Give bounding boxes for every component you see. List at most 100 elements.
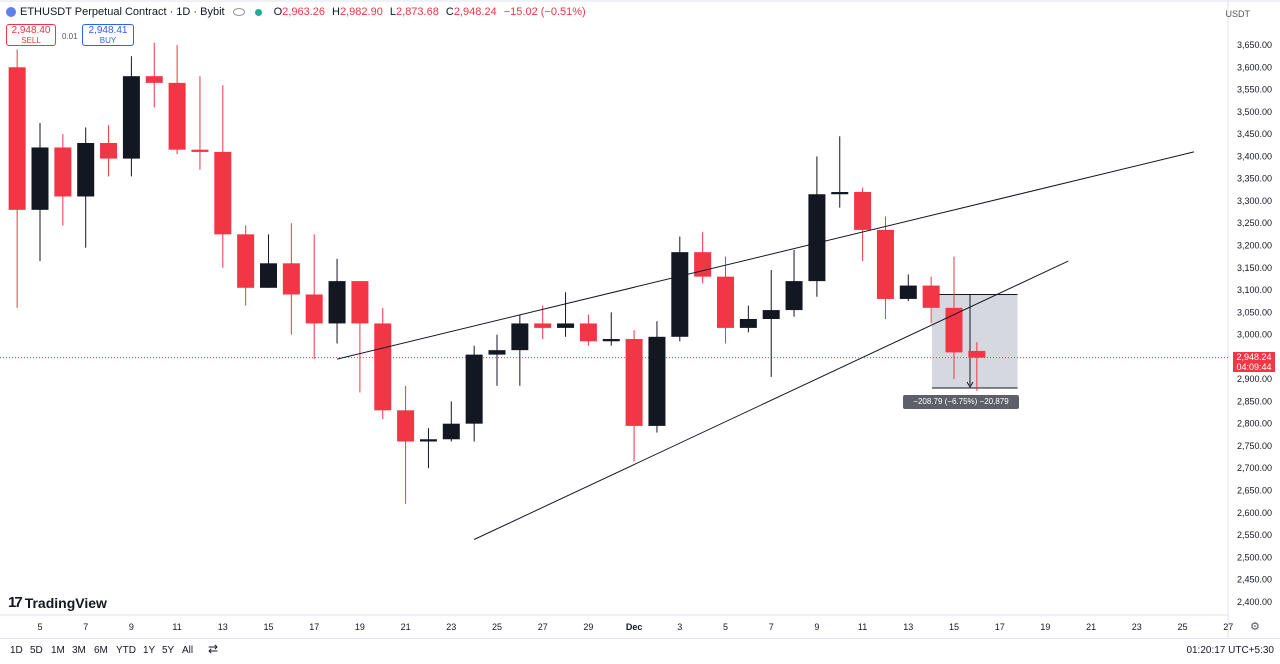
candle-body — [191, 149, 209, 152]
x-tick-label: 19 — [1040, 622, 1050, 632]
x-tick-label: 29 — [583, 622, 593, 632]
y-tick-label: 3,500.00 — [1237, 107, 1272, 117]
x-tick-label: 9 — [129, 622, 134, 632]
trendline — [473, 260, 1069, 540]
candle-body — [122, 76, 140, 159]
clock[interactable]: 01:20:17 UTC+5:30 — [1186, 645, 1274, 656]
x-tick-label: Dec — [626, 622, 643, 632]
settings-gear-icon[interactable]: ⚙ — [1250, 621, 1260, 633]
y-tick-label: 2,850.00 — [1237, 396, 1272, 406]
x-tick-label: 17 — [995, 622, 1005, 632]
x-tick-label: 15 — [949, 622, 959, 632]
x-tick-label: 11 — [858, 622, 867, 632]
x-tick-label: 3 — [677, 622, 682, 632]
y-tick-label: 3,100.00 — [1237, 285, 1272, 295]
measure-label: −208.79 (−6.75%) −20,879 — [903, 395, 1019, 409]
candle-body — [237, 234, 255, 288]
candle-body — [260, 263, 277, 288]
candle-body — [8, 67, 26, 210]
candle-body — [534, 323, 552, 328]
chart-header: ETHUSDT Perpetual Contract · 1D · Bybit … — [6, 6, 586, 18]
candle-body — [625, 339, 643, 426]
candle-body — [374, 323, 392, 411]
range-5y-button[interactable]: 5Y — [162, 645, 175, 656]
candle-body — [145, 76, 163, 83]
range-3m-button[interactable]: 3M — [72, 645, 86, 656]
buy-button[interactable]: 2,948.41 BUY — [82, 24, 134, 46]
market-status-icon — [254, 8, 262, 16]
candle-body — [77, 143, 95, 197]
candle-body — [397, 410, 415, 442]
y-tick-label: 2,750.00 — [1237, 441, 1272, 451]
candle-body — [351, 281, 369, 324]
tradingview-logo[interactable]: 17 TradingView — [8, 594, 107, 611]
candle-body — [694, 252, 712, 277]
x-tick-label: 27 — [1223, 622, 1233, 632]
candle-body — [876, 229, 894, 299]
x-tick-label: 5 — [37, 622, 42, 632]
x-tick-label: 7 — [769, 622, 774, 632]
x-tick-label: 11 — [172, 622, 181, 632]
sell-button[interactable]: 2,948.40 SELL — [6, 24, 56, 46]
x-tick-label: 9 — [814, 622, 819, 632]
y-tick-label: 3,150.00 — [1237, 263, 1272, 273]
y-tick-label: 2,500.00 — [1237, 552, 1272, 562]
range-all-button[interactable]: All — [182, 645, 194, 656]
range-ytd-button[interactable]: YTD — [116, 645, 136, 656]
x-tick-label: 13 — [903, 622, 913, 632]
last-price: 2,948.24 — [1236, 352, 1272, 362]
x-tick-label: 21 — [401, 622, 411, 632]
date-range-icon[interactable]: ⇄ — [208, 642, 219, 656]
y-tick-label: 2,450.00 — [1237, 575, 1272, 585]
ethereum-icon — [6, 7, 16, 17]
y-tick-label: 2,650.00 — [1237, 486, 1272, 496]
y-tick-label: 2,900.00 — [1237, 374, 1272, 384]
symbol-title[interactable]: ETHUSDT Perpetual Contract · 1D · Bybit — [20, 6, 225, 18]
range-6m-button[interactable]: 6M — [94, 645, 108, 656]
x-tick-label: 13 — [218, 622, 228, 632]
y-tick-label: 3,600.00 — [1237, 62, 1272, 72]
candle-body — [168, 82, 186, 150]
candle-body — [945, 307, 963, 353]
y-tick-label: 3,300.00 — [1237, 196, 1272, 206]
range-1d-button[interactable]: 1D — [10, 645, 23, 656]
candle-body — [557, 323, 575, 328]
candle-body — [488, 350, 506, 355]
candle-body — [671, 252, 689, 337]
candle-body — [100, 143, 118, 159]
x-tick-label: 21 — [1086, 622, 1096, 632]
candle-body — [305, 294, 323, 324]
y-tick-label: 2,600.00 — [1237, 508, 1272, 518]
candle-body — [511, 323, 529, 351]
candle-body — [922, 285, 940, 308]
currency-selector[interactable]: USDT — [1225, 9, 1251, 19]
measure-box — [932, 294, 1018, 389]
candle-body — [328, 281, 346, 324]
x-tick-label: 7 — [83, 622, 88, 632]
candle-body — [831, 192, 849, 195]
x-tick-label: 27 — [538, 622, 548, 632]
candle-body — [214, 151, 232, 235]
range-1y-button[interactable]: 1Y — [143, 645, 156, 656]
trendline — [336, 151, 1195, 360]
y-tick-label: 3,550.00 — [1237, 85, 1272, 95]
y-tick-label: 2,400.00 — [1237, 597, 1272, 607]
y-tick-label: 3,250.00 — [1237, 218, 1272, 228]
range-1m-button[interactable]: 1M — [51, 645, 65, 656]
candle-body — [854, 192, 872, 230]
eye-icon[interactable] — [232, 8, 245, 16]
y-tick-label: 3,400.00 — [1237, 151, 1272, 161]
y-tick-label: 3,350.00 — [1237, 174, 1272, 184]
candle-body — [54, 147, 72, 197]
x-tick-label: 5 — [723, 622, 728, 632]
candle-body — [785, 281, 803, 311]
y-tick-label: 2,700.00 — [1237, 463, 1272, 473]
y-tick-label: 3,450.00 — [1237, 129, 1272, 139]
range-5d-button[interactable]: 5D — [30, 645, 43, 656]
candle-body — [419, 439, 437, 442]
candle-body — [465, 354, 483, 424]
candle-body — [602, 339, 620, 342]
candle-body — [968, 350, 986, 358]
ohlc-readout: O2,963.26 H2,982.90 L2,873.68 C2,948.24 … — [273, 6, 586, 18]
